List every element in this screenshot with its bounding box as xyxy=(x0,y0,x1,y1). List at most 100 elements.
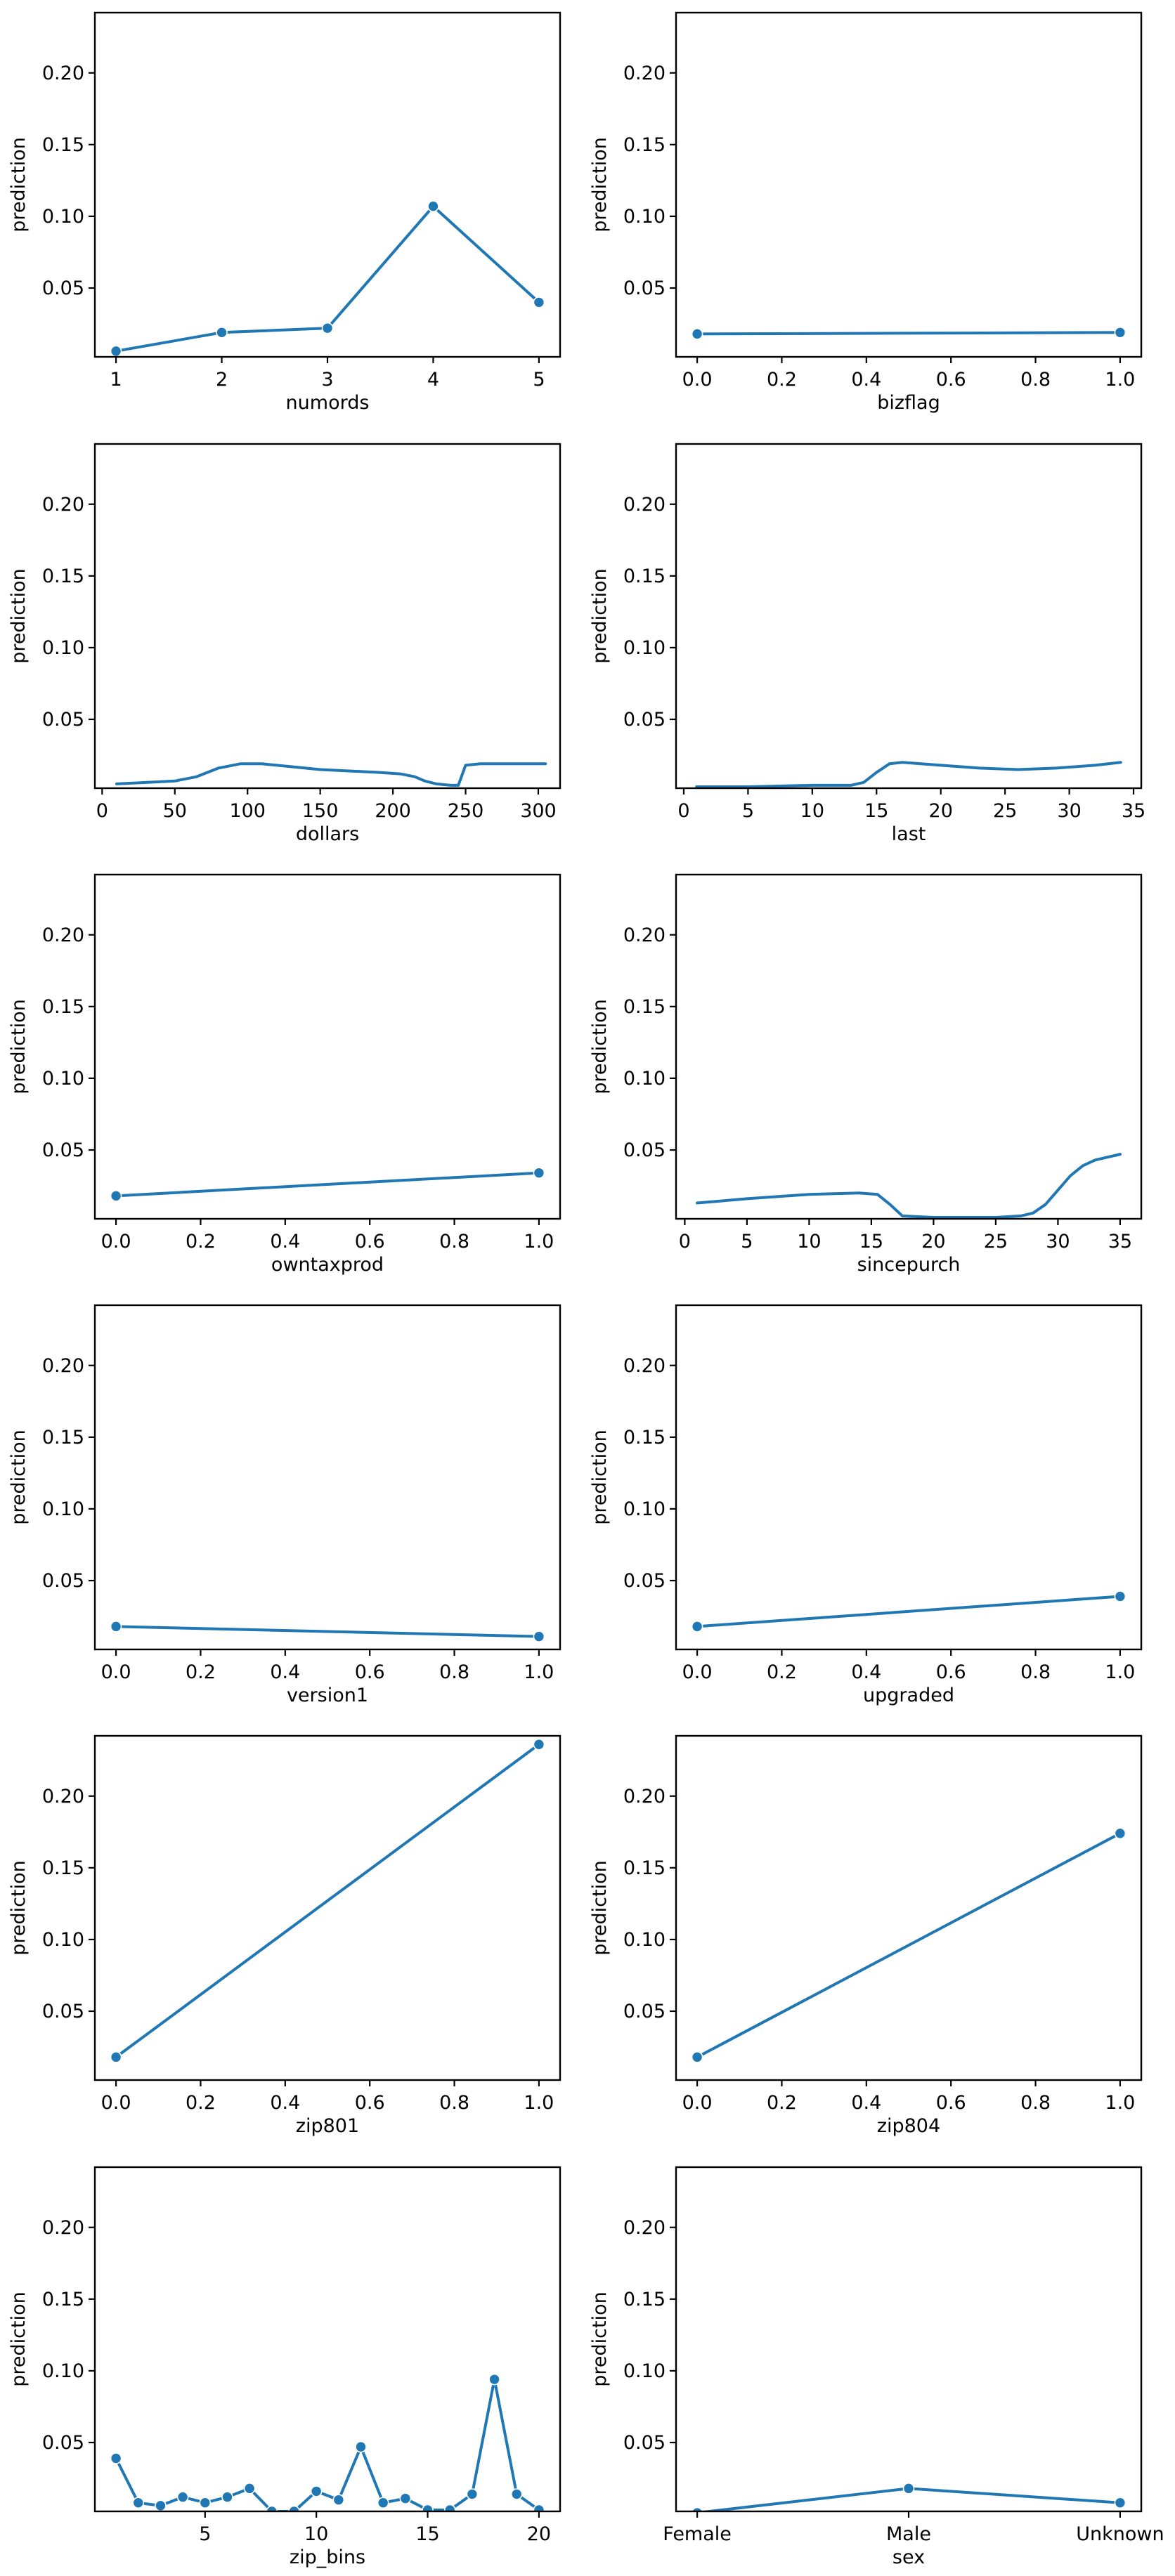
data-point xyxy=(221,2491,233,2503)
x-tick-label: 0.8 xyxy=(1020,1661,1051,1683)
y-tick-label: 0.20 xyxy=(42,2217,84,2239)
y-tick-label: 0.20 xyxy=(623,1355,666,1377)
y-axis-label: prediction xyxy=(8,1860,30,1955)
x-tick-label: 0.8 xyxy=(439,1661,469,1683)
axes-frame xyxy=(93,1734,561,2081)
series-line xyxy=(115,762,547,787)
y-tick-label: 0.15 xyxy=(42,1857,84,1879)
x-tick-label: 3 xyxy=(321,369,333,391)
data-point xyxy=(110,345,122,357)
y-tick-label: 0.15 xyxy=(623,1427,666,1449)
subplot-version1: 0.05 0.10 0.15 0.20 0.0 0.2 0.4 0.6 0.8 1.0 versio… xyxy=(8,1304,561,1706)
data-point xyxy=(1114,1827,1127,1840)
y-tick-label: 0.15 xyxy=(623,134,666,156)
x-axis-label: zip804 xyxy=(877,2115,940,2137)
x-tick-label: 0.0 xyxy=(682,369,713,391)
y-tick-label: 0.15 xyxy=(623,996,666,1018)
subplot-bizflag: 0.05 0.10 0.15 0.20 0.0 0.2 0.4 0.6 0.8 1.0 bizfla… xyxy=(589,11,1143,414)
y-tick-label: 0.05 xyxy=(42,277,84,299)
x-tick-label: 0.6 xyxy=(936,2092,966,2114)
axes-frame xyxy=(675,11,1143,358)
y-axis-label: prediction xyxy=(589,999,611,1094)
x-tick-label: 0.0 xyxy=(101,2092,131,2114)
y-tick-label: 0.10 xyxy=(623,1068,666,1090)
y-tick-label: 0.20 xyxy=(42,494,84,516)
y-tick-label: 0.10 xyxy=(42,1068,84,1090)
x-tick-label: 30 xyxy=(1057,800,1081,822)
x-tick-label: 30 xyxy=(1046,1231,1070,1253)
x-tick-label: 20 xyxy=(921,1231,945,1253)
x-tick-label: 0 xyxy=(679,1231,691,1253)
y-tick-label: 0.10 xyxy=(623,2360,666,2382)
y-tick-label: 0.05 xyxy=(623,1570,666,1592)
x-tick-label: Male xyxy=(886,2523,931,2545)
data-point xyxy=(216,326,228,339)
axes-frame xyxy=(675,1304,1143,1651)
x-tick-label: 0.4 xyxy=(270,2092,300,2114)
subplot-sincepurch: 0.05 0.10 0.15 0.20 0 5 10 15 20 25 30 35 sincepurch… xyxy=(589,873,1143,1276)
data-point xyxy=(332,2494,345,2506)
y-axis-label: prediction xyxy=(8,568,30,663)
y-tick-label: 0.05 xyxy=(623,2432,666,2454)
data-point xyxy=(110,2051,122,2063)
axes-frame xyxy=(675,2166,1143,2513)
subplot-zip-bins: 0.05 0.10 0.15 0.20 5 10 15 20 zip_bins predictio… xyxy=(8,2166,561,2568)
x-tick-label: 0.0 xyxy=(682,1661,713,1683)
data-point xyxy=(1114,1590,1127,1602)
data-point xyxy=(902,2483,915,2495)
x-tick-label: 0.6 xyxy=(936,369,966,391)
y-tick-label: 0.20 xyxy=(42,1786,84,1807)
y-tick-label: 0.10 xyxy=(623,1498,666,1520)
y-tick-label: 0.10 xyxy=(42,2360,84,2382)
y-tick-label: 0.20 xyxy=(623,1786,666,1807)
x-tick-label: 1.0 xyxy=(524,1661,554,1683)
y-tick-label: 0.10 xyxy=(623,637,666,659)
series-line xyxy=(115,1171,540,1198)
y-tick-label: 0.05 xyxy=(42,2001,84,2022)
data-point xyxy=(1114,2497,1127,2509)
axes-frame xyxy=(93,873,561,1220)
data-point xyxy=(691,328,703,340)
y-tick-label: 0.10 xyxy=(42,1929,84,1951)
y-tick-label: 0.10 xyxy=(623,206,666,228)
x-tick-label: 0.6 xyxy=(355,1231,385,1253)
data-point xyxy=(266,2505,278,2511)
x-tick-label: 0.2 xyxy=(186,2092,216,2114)
y-axis-label: prediction xyxy=(589,568,611,663)
data-point xyxy=(533,1738,545,1751)
x-tick-label: 0.0 xyxy=(101,1231,131,1253)
x-axis-label: zip801 xyxy=(296,2115,359,2137)
data-point xyxy=(110,1190,122,1202)
x-tick-label: 150 xyxy=(302,800,339,822)
x-tick-label: 20 xyxy=(527,2523,551,2545)
y-tick-label: 0.15 xyxy=(623,1857,666,1879)
axes-frame xyxy=(93,11,561,358)
data-point xyxy=(510,2488,523,2500)
data-point xyxy=(488,2373,500,2386)
x-tick-label: 0.8 xyxy=(1020,2092,1051,2114)
x-tick-label: 300 xyxy=(520,800,557,822)
data-point xyxy=(533,1167,545,1179)
y-tick-label: 0.15 xyxy=(42,2289,84,2310)
x-tick-label: 2 xyxy=(216,369,228,391)
axes-frame xyxy=(675,1734,1143,2081)
x-tick-label: 1.0 xyxy=(1105,1661,1135,1683)
data-point xyxy=(533,1630,545,1642)
data-point xyxy=(1114,326,1127,339)
data-point xyxy=(355,2440,367,2453)
subplot-upgraded: 0.05 0.10 0.15 0.20 0.0 0.2 0.4 0.6 0.8 1.0 upgrad… xyxy=(589,1304,1143,1706)
series-line xyxy=(696,331,1122,336)
axes-frame xyxy=(93,443,561,790)
x-tick-label: 0.8 xyxy=(439,2092,469,2114)
data-point xyxy=(176,2491,189,2503)
data-point xyxy=(692,2506,703,2511)
data-point xyxy=(427,200,439,212)
x-tick-label: 1.0 xyxy=(1105,369,1135,391)
subplot-dollars: 0.05 0.10 0.15 0.20 0 50 100 150 200 250 300 dollar… xyxy=(8,443,561,845)
x-axis-label: zip_bins xyxy=(290,2546,365,2568)
x-tick-label: 25 xyxy=(993,800,1017,822)
x-tick-label: 5 xyxy=(533,369,545,391)
data-point xyxy=(288,2505,300,2511)
y-tick-label: 0.05 xyxy=(42,1570,84,1592)
x-tick-label: 20 xyxy=(929,800,953,822)
